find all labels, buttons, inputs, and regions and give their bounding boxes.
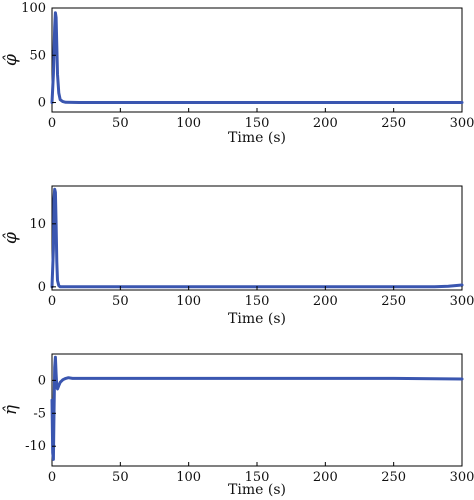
axes-frame <box>51 7 463 113</box>
panel-2-xticks: 0 50 100 150 200 250 300 <box>48 286 474 309</box>
panel-2-marks <box>50 187 464 289</box>
panel-1-xticks: 0 50 100 150 200 250 300 <box>48 108 474 131</box>
x-tick-label: 0 <box>48 470 56 485</box>
panel-3: 0 50 100 150 200 250 300 -10 -5 0 Time (s) η̂ <box>1 353 474 498</box>
y-axis-label: φ̂ <box>1 232 21 244</box>
y-tick-label: 10 <box>29 217 46 232</box>
y-tick-label: 100 <box>21 1 46 16</box>
x-tick-label: 250 <box>381 470 406 485</box>
y-tick-label: 0 <box>38 373 46 388</box>
panel-3-xticks: 0 50 100 150 200 250 300 <box>48 462 474 485</box>
y-tick-label: 0 <box>38 96 46 111</box>
y-axis-label: η̂ <box>1 404 21 415</box>
panel-1-yticks: 0 50 100 <box>21 1 56 111</box>
x-tick-label: 50 <box>112 470 129 485</box>
x-tick-label: 300 <box>450 294 474 309</box>
x-tick-label: 0 <box>48 294 56 309</box>
x-tick-label: 100 <box>176 116 201 131</box>
x-tick-label: 300 <box>450 116 474 131</box>
series-line <box>50 11 464 104</box>
x-tick-label: 300 <box>450 470 474 485</box>
y-axis-label: φ̂ <box>1 54 21 66</box>
x-tick-label: 200 <box>313 470 338 485</box>
panel-2: 0 50 100 150 200 250 300 0 10 Time (s) φ̂ <box>1 185 474 327</box>
x-tick-label: 100 <box>176 294 201 309</box>
x-tick-label: 250 <box>381 294 406 309</box>
x-tick-label: 50 <box>112 116 129 131</box>
axes-frame <box>51 353 463 467</box>
axes-frame <box>51 185 463 291</box>
x-tick-label: 0 <box>48 116 56 131</box>
panel-3-marks <box>50 355 464 461</box>
panel-1-marks <box>50 11 464 104</box>
x-tick-label: 250 <box>381 116 406 131</box>
panel-1: 0 50 100 150 200 250 300 0 50 100 Time (s) φ̂ <box>1 1 474 146</box>
panel-2-yticks: 0 10 <box>29 217 56 295</box>
x-tick-label: 150 <box>245 116 270 131</box>
y-tick-label: -5 <box>33 406 46 421</box>
x-tick-label: 150 <box>245 470 270 485</box>
x-tick-label: 200 <box>313 294 338 309</box>
y-tick-label: 0 <box>38 280 46 295</box>
x-tick-label: 200 <box>313 116 338 131</box>
series-line <box>50 355 464 461</box>
x-axis-label: Time (s) <box>228 311 286 327</box>
panel-3-yticks: -10 -5 0 <box>25 373 56 454</box>
x-axis-label: Time (s) <box>228 482 286 498</box>
series-line <box>50 187 464 289</box>
x-tick-label: 100 <box>176 470 201 485</box>
x-tick-label: 150 <box>245 294 270 309</box>
y-tick-label: 50 <box>29 48 46 63</box>
x-axis-label: Time (s) <box>228 130 286 146</box>
x-tick-label: 50 <box>112 294 129 309</box>
y-tick-label: -10 <box>25 439 46 454</box>
